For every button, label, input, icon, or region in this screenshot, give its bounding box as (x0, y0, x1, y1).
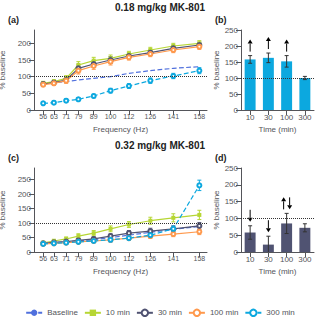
svg-text:Time (min): Time (min) (259, 267, 297, 276)
svg-text:150: 150 (225, 197, 239, 206)
svg-text:300: 300 (298, 113, 312, 122)
svg-text:150: 150 (225, 58, 239, 67)
svg-text:100: 100 (18, 219, 32, 228)
svg-text:10: 10 (246, 255, 255, 264)
svg-text:Time (min): Time (min) (259, 125, 297, 134)
svg-text:100: 100 (18, 72, 32, 81)
svg-text:200: 200 (225, 180, 239, 189)
svg-text:300: 300 (298, 255, 312, 264)
svg-text:126: 126 (145, 113, 157, 120)
svg-text:300 min: 300 min (266, 308, 294, 317)
svg-text:50: 50 (229, 90, 238, 99)
svg-text:141: 141 (167, 113, 179, 120)
svg-text:100: 100 (105, 113, 117, 120)
svg-text:(d): (d) (215, 153, 227, 163)
svg-text:100: 100 (225, 74, 239, 83)
svg-text:50: 50 (229, 231, 238, 240)
svg-text:0.18 mg/kg MK-801: 0.18 mg/kg MK-801 (115, 2, 205, 13)
svg-text:56: 56 (39, 255, 47, 262)
svg-text:% baseline: % baseline (212, 50, 221, 90)
svg-text:112: 112 (123, 255, 134, 262)
svg-text:0.32 mg/kg MK-801: 0.32 mg/kg MK-801 (115, 140, 205, 151)
svg-text:63: 63 (50, 255, 58, 262)
svg-text:71: 71 (62, 113, 70, 120)
svg-text:158: 158 (194, 255, 206, 262)
svg-text:10: 10 (246, 113, 255, 122)
svg-text:% baseline: % baseline (0, 190, 7, 230)
svg-text:100: 100 (280, 255, 294, 264)
svg-text:100: 100 (280, 113, 294, 122)
svg-text:% baseline: % baseline (0, 50, 7, 90)
svg-text:% baseline: % baseline (212, 190, 221, 230)
svg-text:158: 158 (194, 113, 206, 120)
svg-text:200: 200 (225, 42, 239, 51)
svg-text:(a): (a) (8, 15, 19, 25)
svg-text:250: 250 (225, 164, 239, 173)
svg-text:56: 56 (39, 113, 47, 120)
svg-text:Baseline: Baseline (47, 308, 78, 317)
svg-text:100: 100 (105, 255, 117, 262)
svg-text:150: 150 (18, 204, 32, 213)
svg-text:0: 0 (27, 248, 32, 257)
svg-text:(b): (b) (215, 15, 227, 25)
svg-text:10 min: 10 min (106, 308, 130, 317)
svg-text:79: 79 (74, 255, 82, 262)
svg-text:89: 89 (90, 255, 98, 262)
svg-text:150: 150 (18, 56, 32, 65)
svg-text:30: 30 (264, 255, 273, 264)
svg-text:Frequency (Hz): Frequency (Hz) (93, 125, 148, 134)
svg-text:63: 63 (50, 113, 58, 120)
svg-text:0: 0 (234, 106, 239, 115)
svg-text:112: 112 (123, 113, 134, 120)
svg-text:89: 89 (90, 113, 98, 120)
svg-text:79: 79 (74, 113, 82, 120)
svg-text:250: 250 (225, 26, 239, 35)
svg-text:50: 50 (22, 233, 31, 242)
svg-text:71: 71 (62, 255, 70, 262)
svg-text:0: 0 (234, 248, 239, 257)
svg-text:30: 30 (264, 113, 273, 122)
svg-text:200: 200 (18, 39, 32, 48)
svg-text:100 min: 100 min (210, 308, 238, 317)
svg-text:250: 250 (18, 175, 32, 184)
svg-text:126: 126 (145, 255, 157, 262)
svg-text:0: 0 (27, 106, 32, 115)
svg-text:(c): (c) (8, 153, 19, 163)
svg-text:Frequency (Hz): Frequency (Hz) (93, 267, 148, 276)
svg-text:100: 100 (225, 214, 239, 223)
svg-text:50: 50 (22, 89, 31, 98)
svg-text:200: 200 (18, 190, 32, 199)
svg-text:141: 141 (167, 255, 179, 262)
svg-text:30 min: 30 min (158, 308, 182, 317)
